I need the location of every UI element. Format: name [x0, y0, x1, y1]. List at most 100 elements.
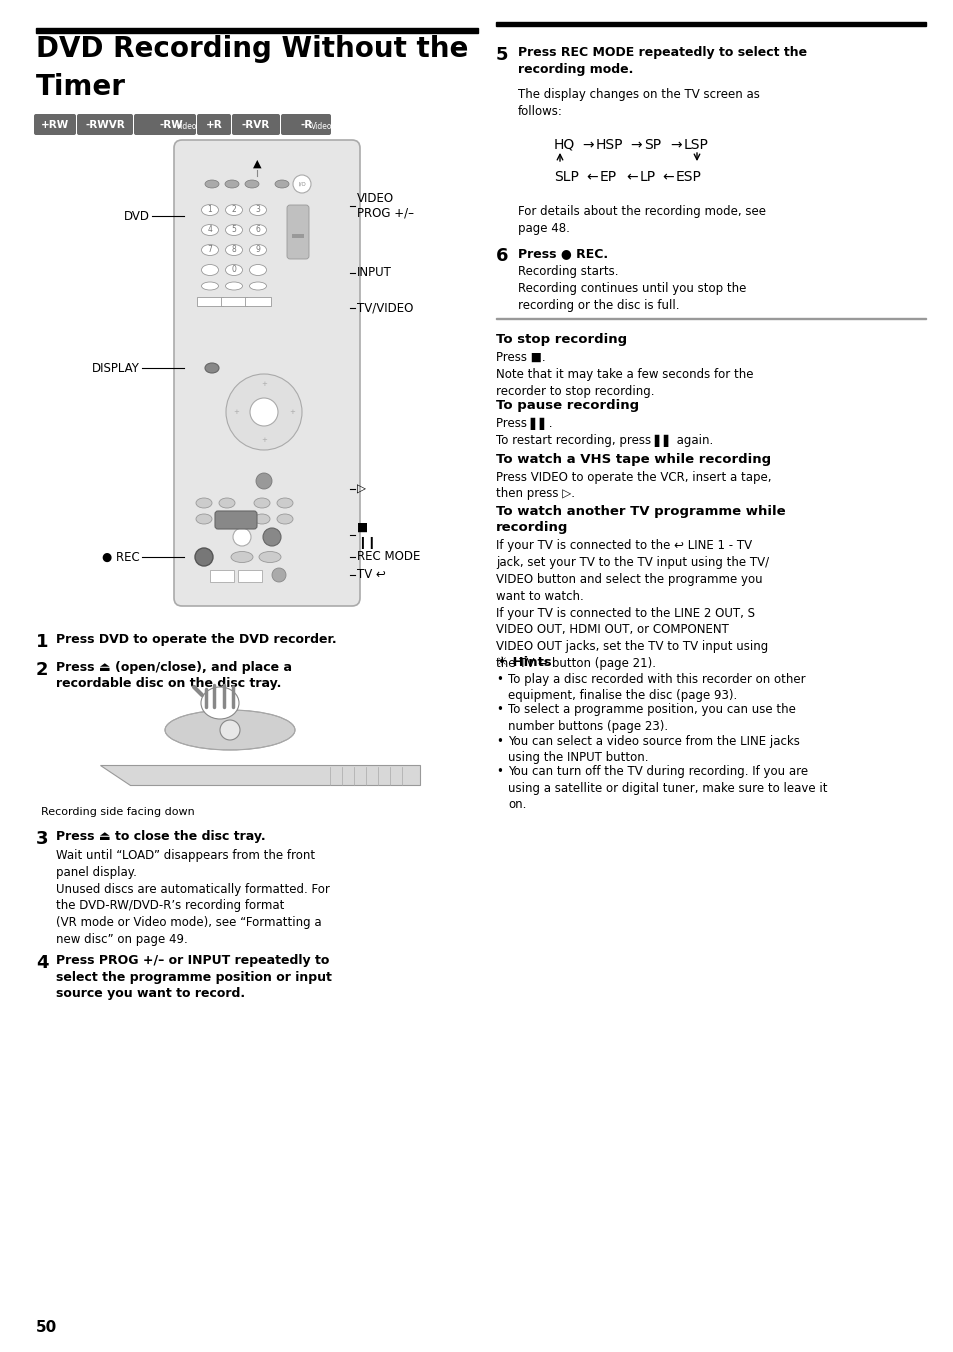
- Text: 4: 4: [36, 955, 49, 972]
- Ellipse shape: [253, 498, 270, 508]
- Circle shape: [263, 529, 281, 546]
- Text: 4: 4: [208, 226, 213, 234]
- Circle shape: [226, 375, 302, 450]
- Text: Recording starts.
Recording continues until you stop the
recording or the disc i: Recording starts. Recording continues un…: [517, 265, 745, 311]
- Text: Timer: Timer: [36, 73, 126, 101]
- Circle shape: [255, 473, 272, 489]
- Text: SP: SP: [643, 138, 660, 151]
- Text: INPUT: INPUT: [356, 266, 392, 280]
- Text: 50: 50: [36, 1320, 57, 1334]
- FancyBboxPatch shape: [173, 141, 359, 606]
- Text: Press DVD to operate the DVD recorder.: Press DVD to operate the DVD recorder.: [56, 633, 336, 646]
- Ellipse shape: [293, 174, 311, 193]
- Text: Wait until “LOAD” disappears from the front
panel display.
Unused discs are auto: Wait until “LOAD” disappears from the fr…: [56, 849, 330, 946]
- Ellipse shape: [225, 283, 242, 289]
- Text: HSP: HSP: [596, 138, 623, 151]
- Text: 1: 1: [36, 633, 49, 652]
- Text: You can select a video source from the LINE jacks
using the INPUT button.: You can select a video source from the L…: [507, 734, 799, 764]
- Text: -RW: -RW: [160, 119, 184, 130]
- Text: +: +: [261, 437, 267, 443]
- Text: ESP: ESP: [676, 170, 701, 184]
- Text: Press REC MODE repeatedly to select the
recording mode.: Press REC MODE repeatedly to select the …: [517, 46, 806, 76]
- Text: To stop recording: To stop recording: [496, 333, 626, 346]
- Circle shape: [194, 548, 213, 566]
- Ellipse shape: [276, 498, 293, 508]
- Text: REC MODE: REC MODE: [356, 550, 420, 564]
- Ellipse shape: [225, 180, 239, 188]
- Circle shape: [233, 529, 251, 546]
- Text: 6: 6: [496, 247, 508, 265]
- Ellipse shape: [250, 224, 266, 235]
- Text: If your TV is connected to the ↩ LINE 1 - TV
jack, set your TV to the TV input u: If your TV is connected to the ↩ LINE 1 …: [496, 539, 768, 671]
- Ellipse shape: [165, 710, 294, 750]
- Bar: [210, 571, 233, 581]
- Text: +: +: [261, 381, 267, 387]
- Text: DVD Recording Without the: DVD Recording Without the: [36, 35, 468, 64]
- Circle shape: [220, 721, 240, 740]
- Ellipse shape: [250, 245, 266, 256]
- Text: LSP: LSP: [683, 138, 708, 151]
- Text: →: →: [581, 138, 593, 151]
- Ellipse shape: [201, 224, 218, 235]
- Text: -RWVR: -RWVR: [85, 119, 125, 130]
- Text: VIDEO
PROG +/–: VIDEO PROG +/–: [356, 192, 414, 220]
- Text: 5: 5: [496, 46, 508, 64]
- Text: ←: ←: [661, 170, 673, 184]
- Text: ←: ←: [625, 170, 637, 184]
- Ellipse shape: [225, 204, 242, 215]
- FancyBboxPatch shape: [196, 114, 231, 135]
- Ellipse shape: [205, 180, 219, 188]
- Text: Video: Video: [175, 122, 197, 131]
- Text: LP: LP: [639, 170, 656, 184]
- Ellipse shape: [205, 362, 219, 373]
- Text: Recording side facing down: Recording side facing down: [41, 807, 194, 817]
- Text: To watch another TV programme while
recording: To watch another TV programme while reco…: [496, 506, 785, 534]
- Text: 7: 7: [208, 246, 213, 254]
- Text: •: •: [496, 703, 502, 717]
- Bar: [292, 234, 304, 238]
- Ellipse shape: [201, 687, 239, 719]
- Text: 2: 2: [36, 661, 49, 679]
- Bar: [496, 22, 925, 26]
- Text: Press ■.
Note that it may take a few seconds for the
recorder to stop recording.: Press ■. Note that it may take a few sec…: [496, 352, 753, 397]
- Ellipse shape: [276, 514, 293, 525]
- Polygon shape: [100, 765, 419, 786]
- Ellipse shape: [258, 552, 281, 562]
- FancyBboxPatch shape: [34, 114, 76, 135]
- Ellipse shape: [253, 514, 270, 525]
- Text: Press PROG +/– or INPUT repeatedly to
select the programme position or input
sou: Press PROG +/– or INPUT repeatedly to se…: [56, 955, 332, 1000]
- Text: -R: -R: [301, 119, 313, 130]
- Ellipse shape: [250, 283, 266, 289]
- Text: 9: 9: [255, 246, 260, 254]
- FancyBboxPatch shape: [77, 114, 132, 135]
- Text: 1: 1: [208, 206, 213, 215]
- Text: •: •: [496, 765, 502, 779]
- Text: -RVR: -RVR: [242, 119, 270, 130]
- Text: Press ● REC.: Press ● REC.: [517, 247, 607, 260]
- Ellipse shape: [250, 265, 266, 276]
- Text: TV/VIDEO: TV/VIDEO: [356, 301, 413, 315]
- Ellipse shape: [201, 204, 218, 215]
- Ellipse shape: [219, 498, 234, 508]
- Text: ▲: ▲: [253, 160, 261, 169]
- Ellipse shape: [201, 283, 218, 289]
- Text: To pause recording: To pause recording: [496, 399, 639, 412]
- Text: HQ: HQ: [554, 138, 575, 151]
- Text: ☀ Hints: ☀ Hints: [496, 656, 551, 668]
- Text: ■
❙❙: ■ ❙❙: [356, 521, 376, 549]
- FancyBboxPatch shape: [232, 114, 280, 135]
- FancyBboxPatch shape: [133, 114, 195, 135]
- Circle shape: [250, 397, 277, 426]
- Text: 6: 6: [255, 226, 260, 234]
- Text: ● REC: ● REC: [102, 550, 140, 564]
- Text: 3: 3: [36, 830, 49, 848]
- Text: 5: 5: [232, 226, 236, 234]
- Text: 0: 0: [232, 265, 236, 274]
- Text: •: •: [496, 672, 502, 685]
- Text: EP: EP: [599, 170, 617, 184]
- Text: +R: +R: [206, 119, 222, 130]
- Text: For details about the recording mode, see
page 48.: For details about the recording mode, se…: [517, 206, 765, 235]
- Text: •: •: [496, 734, 502, 748]
- Text: To play a disc recorded with this recorder on other
equipment, finalise the disc: To play a disc recorded with this record…: [507, 672, 804, 702]
- Text: TV ↩: TV ↩: [356, 568, 385, 581]
